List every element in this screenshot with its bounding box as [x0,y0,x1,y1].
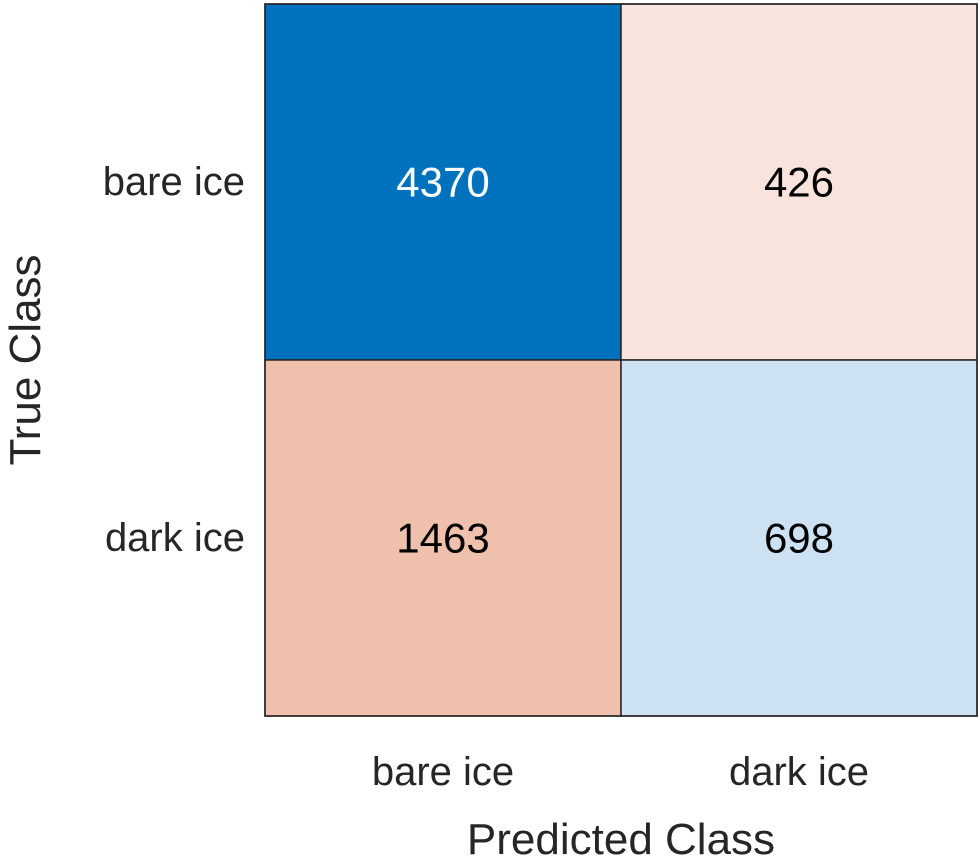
cell-value-label: 698 [764,515,834,562]
matrix-cell [264,359,622,717]
x-axis-label: Predicted Class [467,815,775,861]
y-tick-label: bare ice [103,160,245,204]
x-tick-labels: bare ice dark ice [372,750,869,794]
matrix-cell [264,3,622,361]
x-tick-label: bare ice [372,750,514,794]
matrix-cell [620,3,978,361]
y-axis-label: True Class [1,254,50,465]
y-tick-labels: bare ice dark ice [103,160,245,560]
y-tick-label: dark ice [105,516,245,560]
cell-value-label: 4370 [396,159,489,206]
matrix-cells: 4370 426 1463 698 [264,3,978,717]
x-tick-label: dark ice [729,750,869,794]
cell-value-label: 1463 [396,515,489,562]
cell-value-label: 426 [764,159,834,206]
matrix-cell [620,359,978,717]
plot-frame [264,3,978,717]
